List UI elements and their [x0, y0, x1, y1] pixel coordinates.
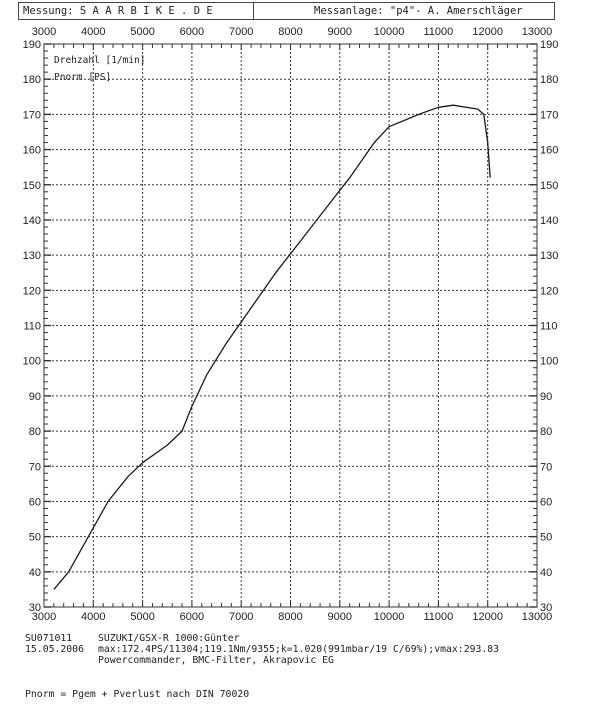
dyno-value: "p4"- A. Amerschläger: [389, 5, 523, 17]
legend-rpm: Drehzahl [1/min]: [54, 55, 146, 66]
y-tick-label-left: 100: [23, 356, 41, 368]
y-tick-label-right: 40: [540, 567, 552, 579]
y-tick-label-left: 50: [29, 532, 41, 544]
max-values: max:172.4PS/11304;119.1Nm/9355;k=1.020(9…: [98, 644, 500, 655]
y-tick-label-left: 110: [23, 321, 41, 333]
measurement-label: Messung:: [23, 5, 74, 17]
y-tick-label-right: 100: [540, 356, 558, 368]
vehicle-info: SUZUKI/GSX-R 1000:Günter: [98, 633, 240, 644]
x-tick-label-top: 5000: [130, 26, 154, 38]
din-formula: Pnorm = Pgem + Pverlust nach DIN 70020: [25, 689, 250, 700]
y-tick-label-right: 130: [540, 250, 558, 262]
x-tick-label-top: 9000: [328, 26, 352, 38]
axis-ticks: [43, 43, 538, 608]
y-tick-label-left: 170: [23, 109, 41, 121]
y-tick-label-right: 80: [540, 426, 552, 438]
x-tick-label-bottom: 8000: [278, 611, 302, 623]
y-tick-label-right: 110: [540, 321, 558, 333]
y-tick-label-right: 150: [540, 180, 558, 192]
y-tick-label-right: 120: [540, 285, 558, 297]
run-id: SU071011: [25, 633, 73, 644]
x-tick-label-top: 8000: [278, 26, 302, 38]
y-tick-label-left: 40: [29, 567, 41, 579]
x-tick-label-bottom: 11000: [424, 611, 454, 623]
y-tick-label-left: 60: [29, 496, 41, 508]
y-tick-label-left: 120: [23, 285, 41, 297]
y-tick-label-right: 140: [540, 215, 558, 227]
y-tick-label-left: 130: [23, 250, 41, 262]
x-tick-label-top: 11000: [424, 26, 454, 38]
x-tick-label-bottom: 4000: [81, 611, 105, 623]
y-tick-label-right: 180: [540, 74, 558, 86]
y-tick-label-right: 170: [540, 109, 558, 121]
y-tick-label-left: 190: [23, 39, 41, 51]
y-tick-label-left: 90: [29, 391, 41, 403]
dyno-header: Messanlage: "p4"- A. Amerschläger: [253, 2, 555, 20]
x-tick-label-top: 12000: [472, 26, 503, 38]
modifications: Powercommander, BMC-Filter, Akrapovic EG: [98, 655, 334, 666]
x-tick-label-bottom: 3000: [32, 611, 56, 623]
y-tick-label-right: 30: [540, 602, 552, 614]
legend-power: Pnorm [PS]: [54, 72, 111, 83]
y-tick-label-right: 60: [540, 496, 552, 508]
y-tick-label-left: 150: [23, 180, 41, 192]
y-tick-label-left: 160: [23, 145, 41, 157]
measurement-header: Messung: S A A R B I K E . D E: [18, 2, 254, 20]
run-date: 15.05.2006: [25, 644, 84, 655]
x-tick-label-top: 13000: [522, 26, 553, 38]
y-tick-label-right: 90: [540, 391, 552, 403]
y-tick-label-left: 180: [23, 74, 41, 86]
y-tick-label-right: 70: [540, 461, 552, 473]
power-chart: 3000 3000 4000 4000 5000 5000 6000 6000 7000 7000…: [23, 26, 559, 623]
x-tick-label-top: 3000: [32, 26, 56, 38]
x-tick-label-bottom: 6000: [180, 611, 204, 623]
x-tick-label-bottom: 13000: [522, 611, 553, 623]
power-curve: [53, 104, 491, 590]
x-tick-label-bottom: 5000: [130, 611, 154, 623]
plot-frame: [43, 43, 538, 608]
grid-lines: [44, 44, 537, 607]
x-tick-label-top: 6000: [180, 26, 204, 38]
x-tick-label-bottom: 12000: [472, 611, 503, 623]
x-tick-label-bottom: 7000: [229, 611, 253, 623]
dyno-label: Messanlage:: [314, 5, 384, 17]
y-tick-label-left: 140: [23, 215, 41, 227]
y-tick-label-left: 70: [29, 461, 41, 473]
x-tick-label-top: 4000: [81, 26, 105, 38]
x-tick-label-top: 7000: [229, 26, 253, 38]
y-tick-label-right: 160: [540, 145, 558, 157]
measurement-value: S A A R B I K E . D E: [79, 5, 213, 17]
x-tick-label-bottom: 9000: [328, 611, 352, 623]
y-tick-label-right: 50: [540, 532, 552, 544]
y-tick-label-left: 30: [29, 602, 41, 614]
x-tick-label-bottom: 10000: [374, 611, 405, 623]
y-tick-label-left: 80: [29, 426, 41, 438]
y-tick-label-right: 190: [540, 39, 558, 51]
x-tick-label-top: 10000: [374, 26, 405, 38]
axis-tick-labels: 3000 3000 4000 4000 5000 5000 6000 6000 7000 7000…: [23, 26, 559, 623]
